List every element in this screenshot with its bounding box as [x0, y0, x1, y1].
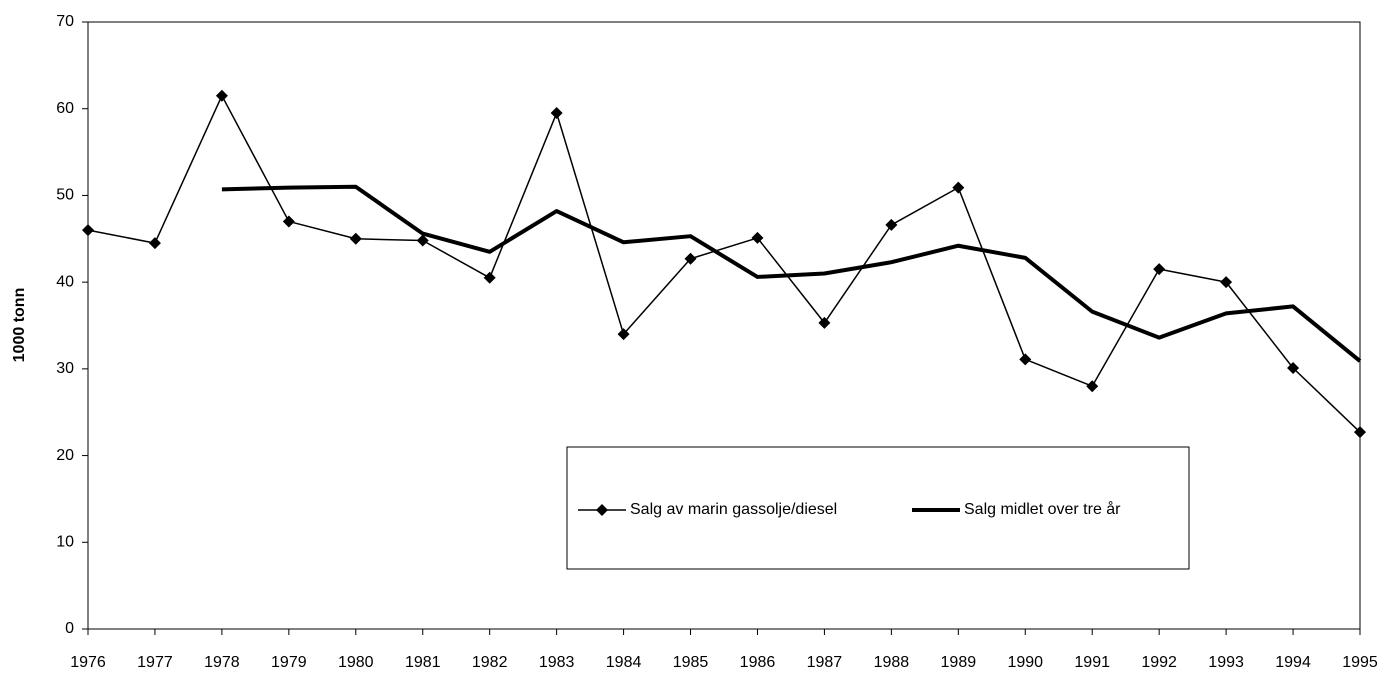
point-marker: [1354, 426, 1366, 439]
point-marker: [1287, 361, 1300, 374]
point-marker: [1153, 263, 1166, 276]
x-tick-label: 1992: [1141, 654, 1177, 671]
legend-box: [566, 446, 1190, 570]
x-tick-label: 1995: [1342, 654, 1378, 671]
x-tick-label: 1988: [874, 654, 910, 671]
x-tick-label: 1990: [1007, 654, 1043, 671]
x-tick-label: 1987: [807, 654, 843, 671]
series-line: [221, 184, 1362, 363]
point-marker: [617, 328, 630, 341]
x-tick-label: 1984: [606, 654, 642, 671]
point-marker: [818, 316, 831, 329]
x-tick-label: 1981: [405, 654, 441, 671]
point-marker: [885, 218, 898, 231]
series-line: [87, 94, 1361, 433]
point-marker: [1019, 353, 1032, 366]
plot-frame: [87, 21, 1361, 630]
point-marker: [215, 89, 228, 102]
point-marker: [952, 181, 965, 194]
point-marker: [282, 215, 295, 228]
legend-marker: [596, 504, 608, 516]
point-marker: [148, 237, 161, 250]
point-marker: [349, 232, 362, 245]
y-tick-label: 40: [56, 273, 74, 290]
legend-label: Salg midlet over tre år: [964, 500, 1121, 518]
x-tick-label: 1980: [338, 654, 374, 671]
y-tick-label: 60: [56, 100, 74, 117]
x-tick-label: 1977: [137, 654, 173, 671]
point-marker: [82, 224, 94, 237]
point-marker: [1086, 380, 1099, 393]
y-tick-label: 0: [65, 620, 74, 637]
point-marker: [416, 234, 429, 247]
point-marker: [684, 252, 697, 265]
x-tick-label: 1993: [1208, 654, 1244, 671]
y-tick-label: 10: [56, 534, 74, 551]
x-tick-label: 1985: [673, 654, 709, 671]
x-tick-label: 1994: [1275, 654, 1311, 671]
y-tick-label: 20: [56, 447, 74, 464]
point-marker: [550, 107, 563, 120]
point-marker: [1220, 276, 1233, 289]
point-marker: [483, 271, 496, 284]
x-tick-label: 1976: [70, 654, 106, 671]
x-tick-label: 1983: [539, 654, 575, 671]
x-tick-label: 1982: [472, 654, 508, 671]
point-marker: [751, 231, 764, 244]
x-tick-label: 1978: [204, 654, 240, 671]
x-tick-label: 1979: [271, 654, 307, 671]
x-tick-label: 1989: [941, 654, 977, 671]
y-axis-label: 1000 tonn: [11, 288, 28, 363]
y-tick-label: 50: [56, 187, 74, 204]
y-tick-label: 30: [56, 360, 74, 377]
x-tick-label: 1991: [1074, 654, 1110, 671]
legend-label: Salg av marin gassolje/diesel: [630, 501, 837, 518]
y-tick-label: 70: [56, 13, 74, 30]
x-tick-label: 1986: [740, 654, 776, 671]
